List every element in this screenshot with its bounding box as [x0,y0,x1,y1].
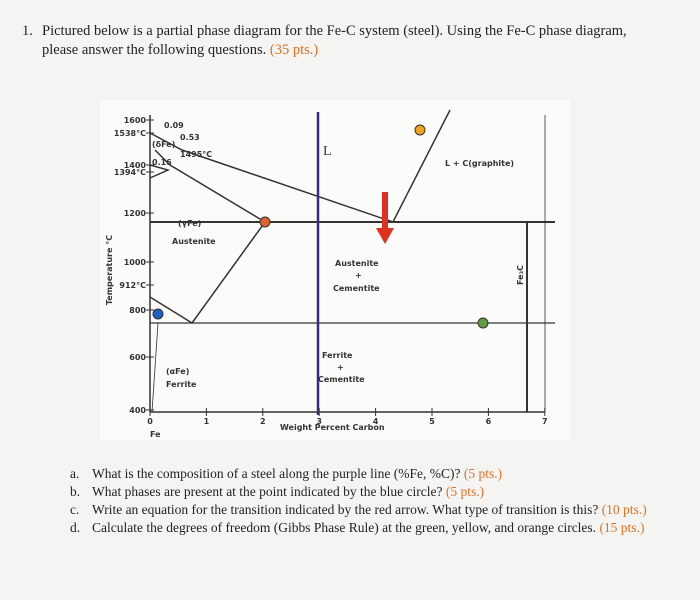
sub-questions: a. What is the composition of a steel alo… [70,465,650,537]
question-number: 1. [22,23,33,39]
question-line: Pictured below is a partial phase diagra… [42,23,627,39]
label: (γFe) [178,219,201,228]
x-tick-label: 1 [204,417,210,426]
y-tick-label: 1538°C [114,129,146,138]
y-tick-label: 800 [129,306,146,315]
points: (10 pts.) [601,502,647,517]
label: Fe [150,430,161,439]
sub-question: b. What phases are present at the point i… [70,483,650,501]
orange-circle [259,216,271,228]
y-tick-label: 400 [129,406,146,415]
label: Austenite [172,237,216,246]
yellow-circle [414,124,426,136]
alpha-boundary [151,322,159,413]
gamma-boundary [149,221,266,325]
label: + [355,271,362,280]
red-arrow-head [376,228,394,244]
question-line: please answer the following questions. [42,42,267,58]
label: (δFe) [152,140,175,149]
y-tick-label: 912°C [119,281,146,290]
label: L + C(graphite) [445,159,514,168]
x-tick-label: 4 [373,417,379,426]
points: (5 pts.) [445,484,485,499]
label: 0.09 [164,121,184,130]
delta-boundary [149,164,171,179]
points: (35 pts.) [269,42,319,58]
label: Cementite [318,375,365,384]
question: 1. Pictured below is a partial phase dia… [22,22,682,60]
label: Austenite [335,259,379,268]
sub-question: c. Write an equation for the transition i… [70,501,650,519]
sub-question: d. Calculate the degrees of freedom (Gibb… [70,519,650,537]
x-tick-label: 5 [429,417,435,426]
label: Fe₃C [516,265,525,285]
solidus [154,149,266,223]
label: 0.53 [180,133,200,142]
liquidus [149,109,451,223]
question-text: Calculate the degrees of freedom (Gibbs … [92,520,597,535]
x-tick-label: 2 [260,417,266,426]
letter: a. [70,466,80,481]
x-tick-label: 7 [542,417,548,426]
points: (5 pts.) [463,466,503,481]
green-circle [477,317,489,329]
y-tick-label: 1394°C [114,168,146,177]
label: + [337,363,344,372]
x-tick-label: 0 [147,417,153,426]
blue-circle [152,308,164,320]
question-text: What is the composition of a steel along… [92,466,461,481]
points: (15 pts.) [599,520,645,535]
label: 1495°C [180,150,212,159]
label: 0.16 [152,158,172,167]
label: L [323,144,332,159]
question-text: What phases are present at the point ind… [92,484,443,499]
y-axis-title: Temperature °C [105,235,114,305]
label: (αFe) [166,367,189,376]
x-tick-label: 3 [316,417,322,426]
label: Ferrite [322,351,353,360]
sub-question: a. What is the composition of a steel alo… [70,465,650,483]
y-tick-label: 1000 [124,258,147,267]
question-line: please answer the following questions. (… [42,41,682,60]
label: Cementite [333,284,380,293]
y-tick-label: 1200 [124,209,147,218]
x-axis-title: Weight Percent Carbon [280,423,385,432]
letter: d. [70,520,81,535]
label: Ferrite [166,380,197,389]
letter: b. [70,484,81,499]
x-tick-label: 6 [486,417,492,426]
y-tick-label: 600 [129,353,146,362]
y-tick-label: 1600 [124,116,147,125]
letter: c. [70,502,80,517]
y-tick-label: 1400 [124,161,147,170]
photo-bg [100,100,570,440]
question-text: Write an equation for the transition ind… [92,502,599,517]
